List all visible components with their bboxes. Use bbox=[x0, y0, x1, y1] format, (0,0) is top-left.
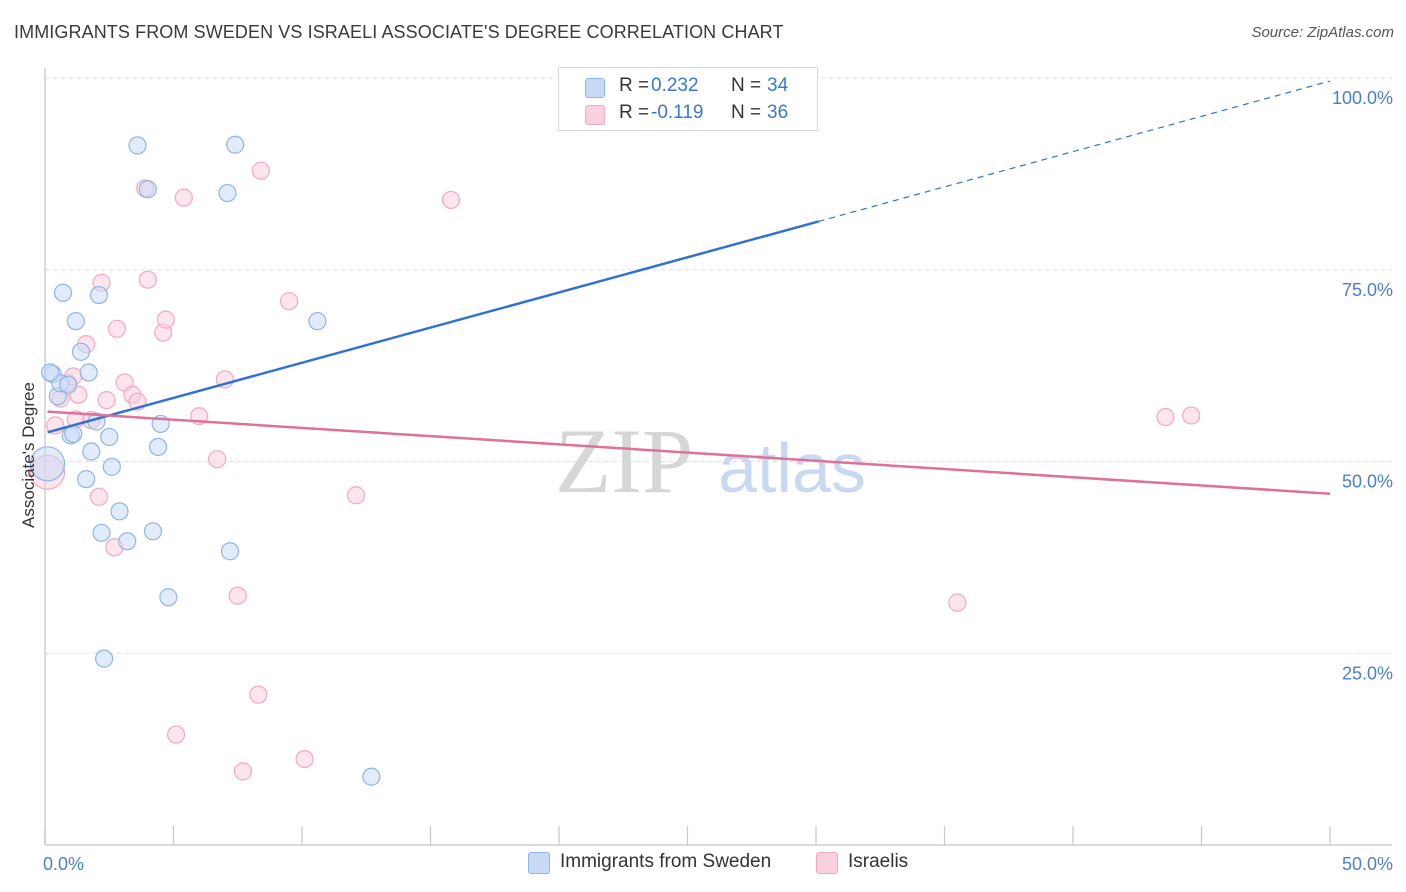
legend-label-sweden: Immigrants from Sweden bbox=[560, 851, 772, 872]
legend-swatch-israelis bbox=[816, 852, 838, 874]
legend-label-israelis: Israelis bbox=[848, 851, 909, 872]
point-israelis bbox=[441, 190, 461, 210]
chart-title: IMMIGRANTS FROM SWEDEN VS ISRAELI ASSOCI… bbox=[14, 22, 784, 42]
legend-n-label: N = bbox=[731, 102, 762, 123]
point-sweden bbox=[41, 363, 60, 382]
point-sweden bbox=[95, 649, 114, 668]
watermark-atlas: atlas bbox=[718, 429, 866, 507]
x-tick-label: 0.0% bbox=[43, 854, 84, 874]
y-tick-label: 100.0% bbox=[1332, 88, 1393, 108]
point-israelis bbox=[156, 310, 175, 329]
point-israelis bbox=[166, 725, 186, 744]
point-sweden bbox=[71, 342, 91, 361]
point-sweden bbox=[128, 136, 147, 155]
point-sweden bbox=[220, 542, 240, 561]
legend-n-value: 34 bbox=[767, 75, 789, 96]
point-sweden bbox=[226, 135, 245, 154]
legend-n-value: 36 bbox=[767, 102, 789, 123]
source-label: Source: ZipAtlas.com bbox=[1251, 24, 1394, 41]
point-israelis bbox=[280, 292, 299, 311]
x-tick-label: 50.0% bbox=[1342, 854, 1393, 874]
y-tick-label: 50.0% bbox=[1342, 472, 1393, 492]
point-israelis bbox=[233, 762, 252, 781]
point-sweden bbox=[110, 502, 129, 521]
point-sweden bbox=[29, 446, 66, 482]
legend-r-label: R = bbox=[619, 75, 650, 96]
point-israelis bbox=[1156, 407, 1175, 427]
point-sweden bbox=[89, 285, 109, 305]
trend-line-sweden bbox=[47, 220, 819, 434]
point-israelis bbox=[346, 486, 366, 505]
legend-swatch-sweden bbox=[528, 852, 550, 874]
trend-lines bbox=[47, 80, 1331, 495]
legend-swatch-sweden bbox=[585, 78, 605, 98]
point-sweden bbox=[66, 312, 85, 331]
point-israelis bbox=[107, 319, 127, 338]
point-israelis bbox=[97, 391, 116, 410]
point-israelis bbox=[138, 270, 157, 289]
point-sweden bbox=[102, 457, 121, 476]
point-sweden bbox=[77, 470, 96, 489]
point-israelis bbox=[208, 450, 227, 469]
legend-r-value: -0.119 bbox=[651, 102, 704, 123]
point-israelis bbox=[295, 749, 314, 769]
point-sweden bbox=[308, 312, 327, 331]
point-sweden bbox=[143, 522, 163, 541]
point-israelis bbox=[174, 188, 193, 207]
point-israelis bbox=[228, 586, 247, 605]
y-tick-label: 75.0% bbox=[1342, 280, 1393, 300]
trend-line-israelis bbox=[47, 410, 1331, 495]
point-israelis bbox=[89, 487, 109, 506]
point-sweden bbox=[59, 375, 78, 394]
point-israelis bbox=[948, 593, 967, 612]
point-sweden bbox=[362, 767, 381, 786]
point-sweden bbox=[159, 588, 178, 607]
point-sweden bbox=[138, 180, 157, 199]
point-israelis bbox=[249, 685, 268, 704]
legend-swatch-israelis bbox=[585, 105, 605, 125]
axis-labels: 100.0% 75.0% 50.0% 25.0% 0.0% 50.0% bbox=[43, 88, 1393, 874]
correlation-legend: R = 0.232 N = 34 R = -0.119 N = 36 bbox=[558, 67, 818, 131]
point-israelis bbox=[1182, 406, 1201, 425]
series-sweden bbox=[29, 68, 725, 786]
gridlines bbox=[45, 77, 1392, 654]
point-sweden bbox=[82, 442, 101, 461]
y-axis-label: Associate's Degree bbox=[19, 382, 38, 528]
point-sweden bbox=[148, 437, 168, 457]
legend-r-value: 0.232 bbox=[651, 75, 699, 96]
legend-n-label: N = bbox=[731, 75, 762, 96]
point-sweden bbox=[92, 523, 111, 542]
point-sweden bbox=[53, 283, 73, 302]
point-israelis bbox=[251, 161, 270, 180]
legend-r-label: R = bbox=[619, 102, 650, 123]
point-sweden bbox=[79, 363, 98, 382]
point-sweden bbox=[218, 183, 237, 203]
point-sweden bbox=[118, 532, 137, 551]
watermark-zip: ZIP bbox=[555, 410, 693, 512]
y-tick-label: 25.0% bbox=[1342, 663, 1393, 683]
trend-line-sweden-extension bbox=[818, 80, 1331, 223]
point-sweden bbox=[100, 427, 119, 447]
